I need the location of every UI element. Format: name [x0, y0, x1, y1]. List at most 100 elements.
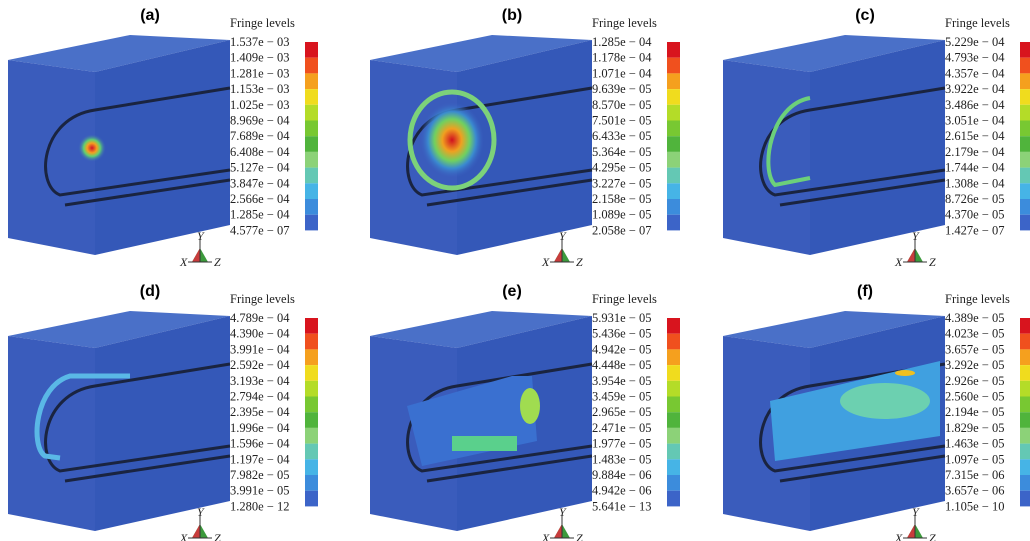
- colorbar-segment: [305, 89, 318, 105]
- fringe-level: 4.577e − 07: [230, 223, 289, 237]
- colorbar-segment: [305, 444, 318, 460]
- axis-label: Y: [912, 505, 920, 519]
- fringe-level: 3.991e − 04: [230, 342, 290, 356]
- axis-label: Y: [559, 505, 567, 519]
- fringe-level: 4.942e − 06: [592, 484, 651, 498]
- panel-label: (f): [857, 283, 873, 300]
- colorbar-segment: [1020, 152, 1030, 168]
- block-side: [95, 40, 230, 255]
- colorbar-segment: [305, 58, 318, 74]
- triad: [554, 248, 562, 262]
- colorbar-segment: [1020, 381, 1030, 397]
- fringe-level: 2.158e − 05: [592, 192, 651, 206]
- fringe-level: 1.071e − 04: [592, 66, 652, 80]
- fringe-level: 1.996e − 04: [230, 421, 290, 435]
- fringe-level: 5.641e − 13: [592, 499, 651, 513]
- hotspot: [78, 134, 106, 162]
- hotspot: [420, 102, 484, 178]
- fringe-level: 2.965e − 05: [592, 405, 651, 419]
- fringe-level: 5.364e − 05: [592, 145, 651, 159]
- fringe-level: 2.179e − 04: [945, 145, 1005, 159]
- figure: (a)Fringe levels1.537e − 031.409e − 031.…: [0, 0, 1030, 541]
- fringe-level: 7.501e − 05: [592, 114, 651, 128]
- fringe-level: 1.977e − 05: [592, 437, 651, 451]
- axis-label: Y: [912, 229, 920, 243]
- fringe-level: 1.153e − 03: [230, 82, 289, 96]
- colorbar-segment: [305, 183, 318, 199]
- colorbar-segment: [1020, 183, 1030, 199]
- hotspot: [895, 370, 915, 376]
- fringe-level: 4.390e − 04: [230, 327, 290, 341]
- colorbar-segment: [305, 318, 318, 334]
- colorbar-segment: [667, 365, 680, 381]
- colorbar-segment: [667, 475, 680, 491]
- colorbar-segment: [1020, 475, 1030, 491]
- colorbar-segment: [1020, 365, 1030, 381]
- axis-label: Y: [559, 229, 567, 243]
- colorbar-segment: [305, 105, 318, 121]
- fringe-level: 1.463e − 05: [945, 437, 1004, 451]
- colorbar-segment: [667, 58, 680, 74]
- fringe-level: 1.197e − 04: [230, 452, 290, 466]
- colorbar-segment: [667, 381, 680, 397]
- fringe-level: 3.193e − 04: [230, 374, 290, 388]
- colorbar-segment: [305, 199, 318, 215]
- fringe-level: 2.615e − 04: [945, 129, 1005, 143]
- fringe-level: 1.281e − 03: [230, 66, 289, 80]
- panel: (c)Fringe levels5.229e − 044.793e − 044.…: [723, 7, 1030, 269]
- colorbar-segment: [667, 183, 680, 199]
- panel: (f)Fringe levels4.389e − 054.023e − 053.…: [723, 283, 1030, 541]
- colorbar-segment: [1020, 136, 1030, 152]
- colorbar-segment: [1020, 89, 1030, 105]
- fringe-level: 2.926e − 05: [945, 374, 1004, 388]
- colorbar-segment: [667, 397, 680, 413]
- fringe-level: 1.025e − 03: [230, 98, 289, 112]
- colorbar-segment: [667, 152, 680, 168]
- fringe-level: 4.789e − 04: [230, 311, 290, 325]
- axis-label: Z: [214, 255, 221, 269]
- fringe-level: 3.922e − 04: [945, 82, 1005, 96]
- colorbar-segment: [1020, 334, 1030, 350]
- fringe-level: 1.178e − 04: [592, 51, 652, 65]
- colorbar-segment: [1020, 121, 1030, 137]
- fringe-level: 3.486e − 04: [945, 98, 1005, 112]
- colorbar-segment: [305, 152, 318, 168]
- block-side: [95, 316, 230, 531]
- colorbar-segment: [1020, 444, 1030, 460]
- colorbar-segment: [667, 121, 680, 137]
- panel: (b)Fringe levels1.285e − 041.178e − 041.…: [370, 7, 680, 269]
- legend-title: Fringe levels: [945, 16, 1010, 30]
- stress-zone: [520, 388, 540, 424]
- axis-label: X: [541, 255, 550, 269]
- fringe-level: 8.969e − 04: [230, 114, 290, 128]
- fringe-level: 4.942e − 05: [592, 342, 651, 356]
- colorbar-segment: [305, 334, 318, 350]
- panel-label: (c): [855, 7, 875, 24]
- fringe-level: 1.105e − 10: [945, 499, 1004, 513]
- legend-title: Fringe levels: [592, 16, 657, 30]
- fringe-level: 2.395e − 04: [230, 405, 290, 419]
- colorbar-segment: [305, 459, 318, 475]
- colorbar-segment: [667, 168, 680, 184]
- colorbar-segment: [667, 459, 680, 475]
- fringe-level: 1.483e − 05: [592, 452, 651, 466]
- triad: [192, 524, 200, 538]
- fringe-level: 3.459e − 05: [592, 390, 651, 404]
- colorbar-segment: [1020, 168, 1030, 184]
- fringe-level: 4.295e − 05: [592, 161, 651, 175]
- fringe-level: 1.280e − 12: [230, 499, 289, 513]
- colorbar-segment: [1020, 412, 1030, 428]
- axis-label: Z: [214, 531, 221, 541]
- fringe-level: 3.051e − 04: [945, 114, 1005, 128]
- legend-title: Fringe levels: [230, 292, 295, 306]
- fringe-level: 2.794e − 04: [230, 390, 290, 404]
- colorbar-segment: [667, 136, 680, 152]
- colorbar-segment: [305, 475, 318, 491]
- fringe-level: 4.448e − 05: [592, 358, 651, 372]
- fringe-level: 4.389e − 05: [945, 311, 1004, 325]
- fringe-level: 3.657e − 05: [945, 342, 1004, 356]
- triad: [192, 248, 200, 262]
- fringe-level: 4.023e − 05: [945, 327, 1004, 341]
- fringe-level: 2.592e − 04: [230, 358, 290, 372]
